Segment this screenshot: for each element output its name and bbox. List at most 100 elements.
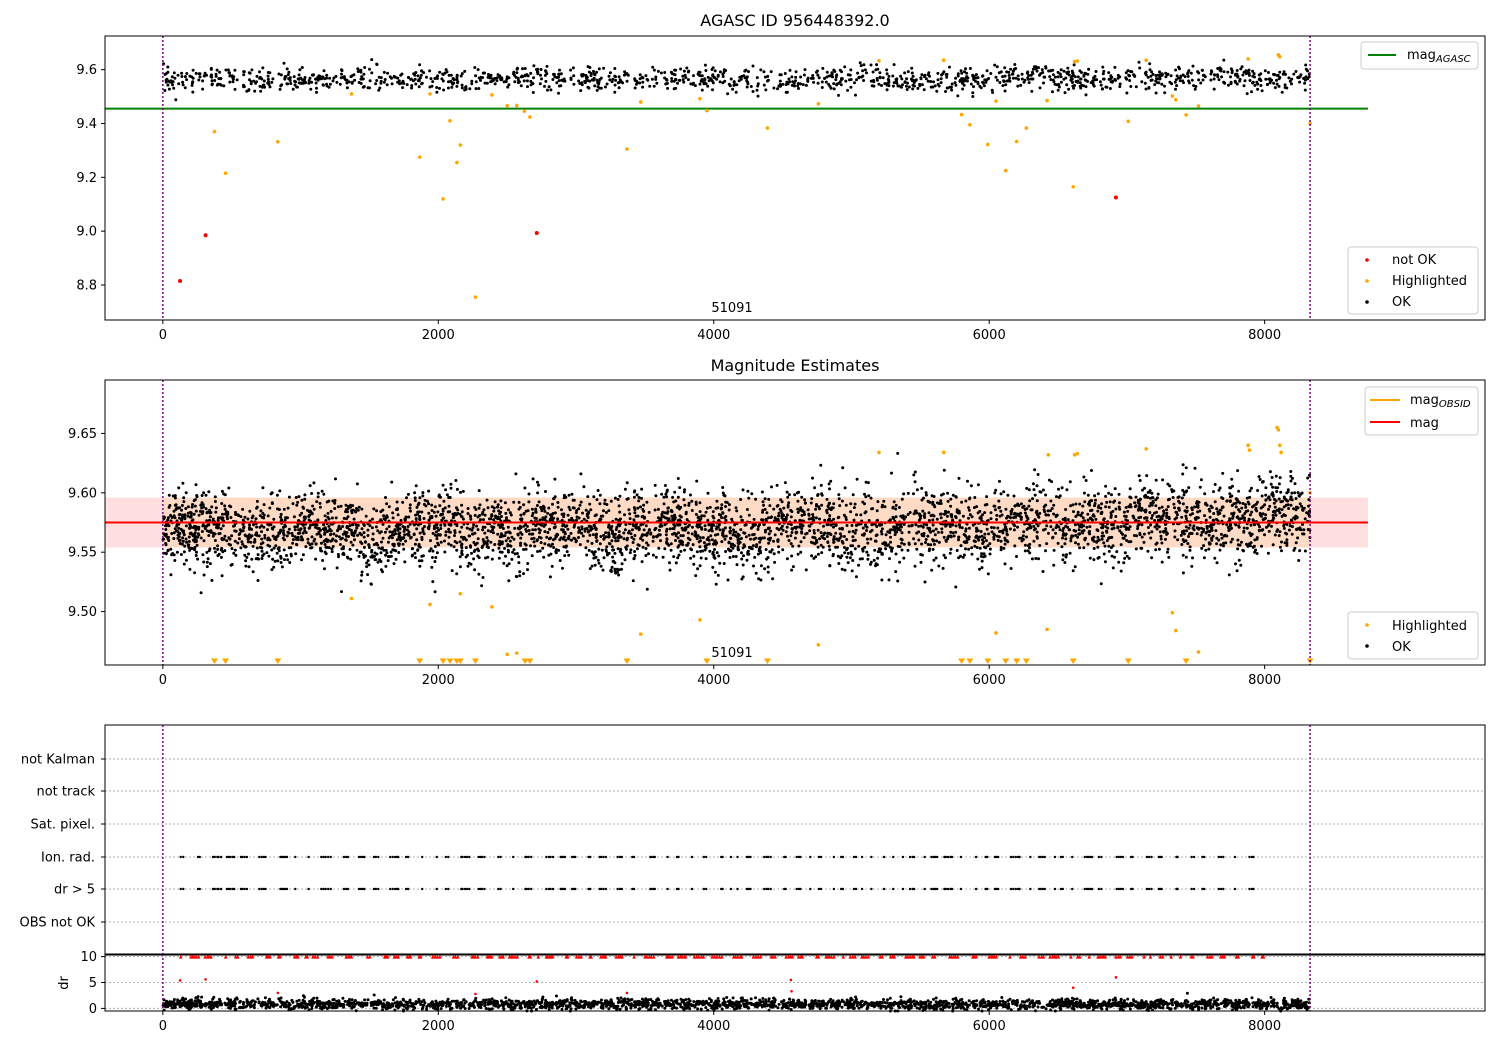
ok-point — [788, 68, 792, 72]
ok-point — [979, 86, 983, 90]
ok-point — [665, 495, 669, 499]
ok-point — [863, 68, 867, 72]
ok-point — [177, 516, 181, 520]
ok-point — [838, 527, 842, 531]
ok-point — [335, 534, 338, 538]
ok-point — [1107, 491, 1111, 495]
ok-point — [1030, 89, 1034, 93]
ok-point — [434, 530, 438, 534]
ok-point — [932, 503, 936, 507]
ok-point — [1220, 536, 1224, 540]
ok-point — [282, 61, 286, 65]
ok-point — [461, 517, 465, 521]
ok-point — [604, 548, 608, 552]
ok-point — [1222, 544, 1225, 548]
ok-point — [539, 505, 543, 509]
ok-point — [1293, 491, 1297, 495]
ok-point — [1239, 563, 1243, 567]
ok-point — [253, 538, 257, 541]
ok-point — [205, 550, 209, 554]
ok-point — [1274, 486, 1278, 490]
ok-point — [526, 85, 529, 89]
ok-point — [1184, 555, 1188, 559]
ok-point — [291, 534, 295, 538]
ok-point — [596, 558, 600, 562]
ok-point — [213, 79, 217, 82]
ok-point — [486, 73, 490, 76]
ok-point — [763, 528, 767, 532]
ok-point — [1289, 470, 1293, 473]
ok-point — [723, 79, 727, 83]
ok-point — [295, 543, 299, 547]
ok-point — [954, 585, 958, 589]
ok-point — [1069, 504, 1073, 508]
ok-point — [1012, 67, 1016, 71]
highlighted-point — [625, 147, 629, 151]
ok-point — [622, 73, 626, 77]
ok-point — [669, 548, 673, 552]
ok-point — [718, 80, 722, 84]
ok-point — [930, 568, 934, 572]
ok-point — [1181, 530, 1185, 533]
ok-point — [519, 536, 523, 540]
ok-point — [444, 530, 448, 534]
ok-point — [236, 541, 240, 545]
ok-point — [396, 80, 400, 84]
ok-point — [804, 83, 808, 87]
ok-point — [1231, 512, 1235, 516]
ok-point — [450, 85, 454, 89]
ok-point — [307, 510, 311, 514]
ok-point — [944, 90, 947, 93]
ok-point — [177, 486, 181, 490]
ok-point — [512, 500, 516, 504]
ok-point — [1037, 66, 1040, 70]
ok-point — [1289, 518, 1293, 522]
ok-point — [433, 545, 437, 548]
ok-point — [311, 73, 315, 77]
ok-point — [202, 560, 206, 564]
ok-point — [795, 491, 799, 495]
ok-point — [1215, 561, 1219, 565]
ok-point — [821, 66, 825, 70]
ok-point — [1256, 87, 1260, 91]
ok-point — [1134, 495, 1138, 499]
ok-point — [776, 87, 779, 91]
ok-point — [1002, 528, 1006, 532]
ok-point — [983, 545, 986, 549]
ok-point — [976, 557, 980, 561]
ok-point — [837, 93, 840, 97]
ok-point — [1290, 532, 1294, 536]
ok-point — [1087, 67, 1091, 71]
ok-point — [257, 534, 261, 538]
ok-point — [471, 532, 475, 536]
highlighted-point — [514, 103, 519, 108]
ok-point — [773, 533, 777, 537]
ok-point — [473, 506, 477, 509]
ok-point — [420, 69, 424, 73]
ok-point — [822, 524, 825, 528]
ok-point — [213, 546, 216, 550]
ok-point — [185, 540, 188, 544]
ok-point — [1289, 495, 1293, 499]
ok-point — [1128, 525, 1132, 529]
ok-point — [899, 537, 903, 541]
ok-point — [971, 74, 975, 78]
ok-point — [233, 548, 237, 552]
ok-point — [403, 526, 407, 529]
ok-point — [287, 495, 291, 499]
ok-point — [1296, 506, 1300, 510]
ok-point — [1138, 497, 1142, 501]
ok-point — [763, 567, 767, 571]
ok-point — [681, 74, 685, 78]
ok-point — [1233, 73, 1237, 77]
ok-point — [1225, 523, 1229, 527]
ok-point — [1190, 564, 1194, 568]
ok-point — [216, 547, 220, 551]
ok-point — [616, 81, 620, 85]
ok-point — [862, 63, 866, 67]
ok-point — [177, 82, 181, 86]
ok-point — [429, 539, 432, 543]
ok-point — [844, 518, 848, 521]
ok-point — [1196, 500, 1200, 504]
ok-point — [698, 536, 702, 540]
